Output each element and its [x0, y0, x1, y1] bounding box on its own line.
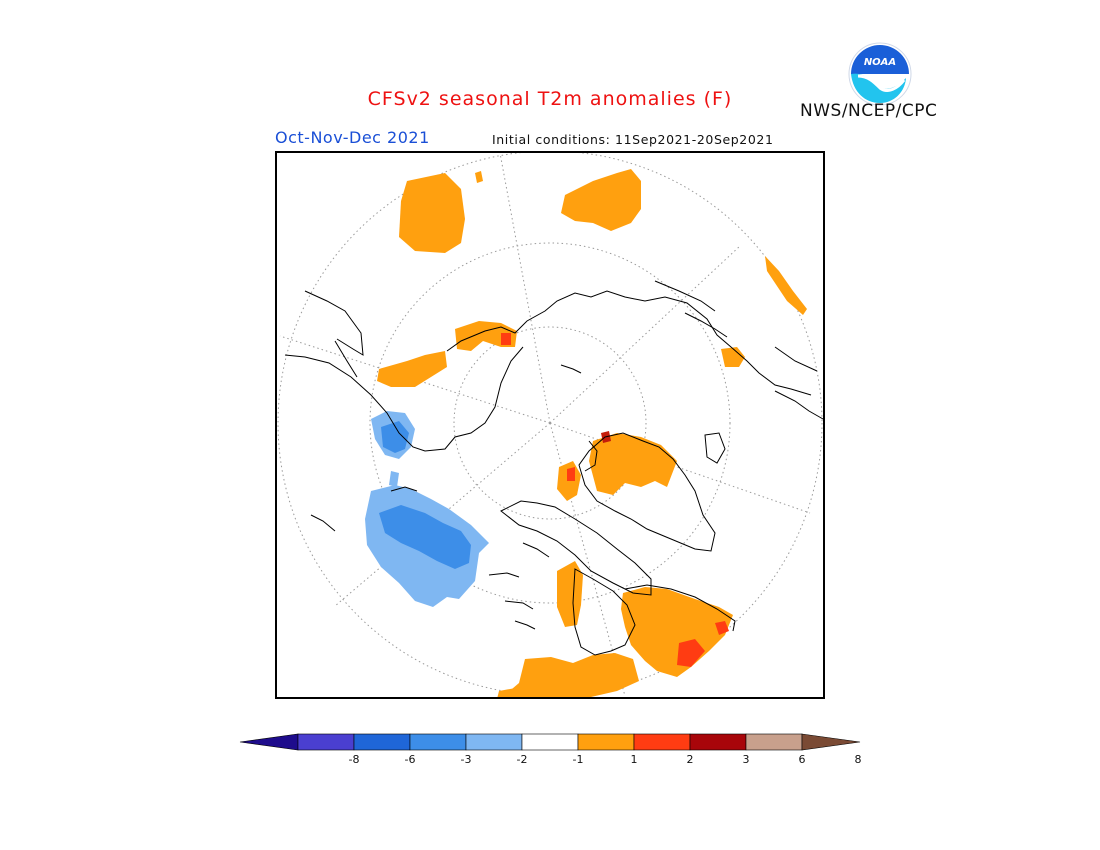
map-title: CFSv2 seasonal T2m anomalies (F): [367, 88, 733, 110]
colorbar-legend: -8 -6 -3 -2 -1 1 2 3 6 8: [239, 733, 862, 766]
colorbar-tick-label: -1: [573, 753, 584, 766]
colorbar-tick-label: -3: [461, 753, 472, 766]
colorbar-swatch: [465, 733, 523, 751]
colorbar-tick-label: 3: [743, 753, 750, 766]
agency-label: NWS/NCEP/CPC: [800, 101, 938, 121]
colorbar-swatch: [745, 733, 803, 751]
polar-anomaly-map: [275, 151, 825, 699]
lat-lon-grid: [277, 151, 823, 697]
colorbar-tick-label: 2: [687, 753, 694, 766]
warm-anomaly-regions: [377, 169, 807, 699]
strong-warm-anomaly-regions: [501, 333, 729, 667]
noaa-logo: NOAA: [848, 42, 912, 106]
colorbar-swatch: [689, 733, 747, 751]
colorbar-arrow-low: [239, 733, 299, 751]
svg-text:NOAA: NOAA: [864, 57, 896, 68]
colorbar-tick-label: 1: [631, 753, 638, 766]
season-label: Oct-Nov-Dec 2021: [275, 128, 430, 147]
colorbar-swatch: [633, 733, 691, 751]
colorbar-tick-label: 6: [799, 753, 806, 766]
colorbar-tick-label: 8: [855, 753, 862, 766]
colorbar-tick-label: -2: [517, 753, 528, 766]
colorbar-swatch: [409, 733, 467, 751]
moderate-cool-anomaly-regions: [379, 421, 471, 569]
colorbar-arrow-high: [801, 733, 861, 751]
colorbar-swatch: [297, 733, 355, 751]
map-frame: [275, 151, 825, 699]
colorbar-tick-label: -8: [349, 753, 360, 766]
colorbar-swatch: [353, 733, 411, 751]
colorbar-swatch: [521, 733, 579, 751]
initial-conditions-label: Initial conditions: 11Sep2021-20Sep2021: [492, 132, 774, 147]
colorbar-swatch: [577, 733, 635, 751]
colorbar-tick-label: -6: [405, 753, 416, 766]
coastlines: [284, 280, 824, 656]
